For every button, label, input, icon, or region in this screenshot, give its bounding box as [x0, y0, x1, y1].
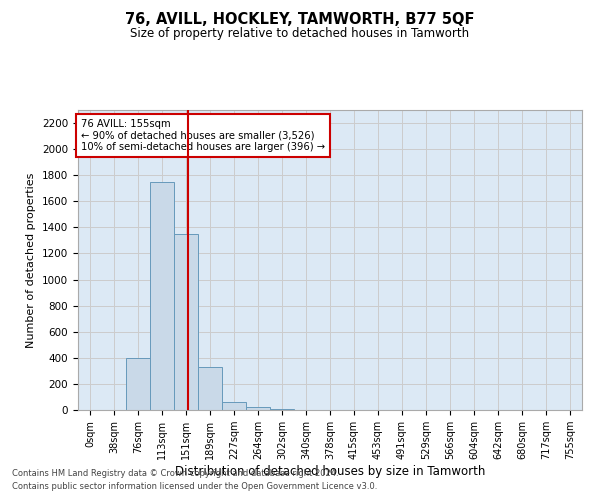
Text: Contains HM Land Registry data © Crown copyright and database right 2024.: Contains HM Land Registry data © Crown c… [12, 468, 338, 477]
Bar [174, 234, 198, 410]
Text: 76 AVILL: 155sqm
← 90% of detached houses are smaller (3,526)
10% of semi-detach: 76 AVILL: 155sqm ← 90% of detached house… [80, 119, 325, 152]
Text: Size of property relative to detached houses in Tamworth: Size of property relative to detached ho… [130, 28, 470, 40]
Text: Contains public sector information licensed under the Open Government Licence v3: Contains public sector information licen… [12, 482, 377, 491]
Bar [222, 402, 246, 410]
X-axis label: Distribution of detached houses by size in Tamworth: Distribution of detached houses by size … [175, 465, 485, 478]
Bar [246, 408, 270, 410]
Text: 76, AVILL, HOCKLEY, TAMWORTH, B77 5QF: 76, AVILL, HOCKLEY, TAMWORTH, B77 5QF [125, 12, 475, 28]
Bar [150, 182, 174, 410]
Bar [126, 358, 150, 410]
Y-axis label: Number of detached properties: Number of detached properties [26, 172, 37, 348]
Bar [198, 367, 222, 410]
